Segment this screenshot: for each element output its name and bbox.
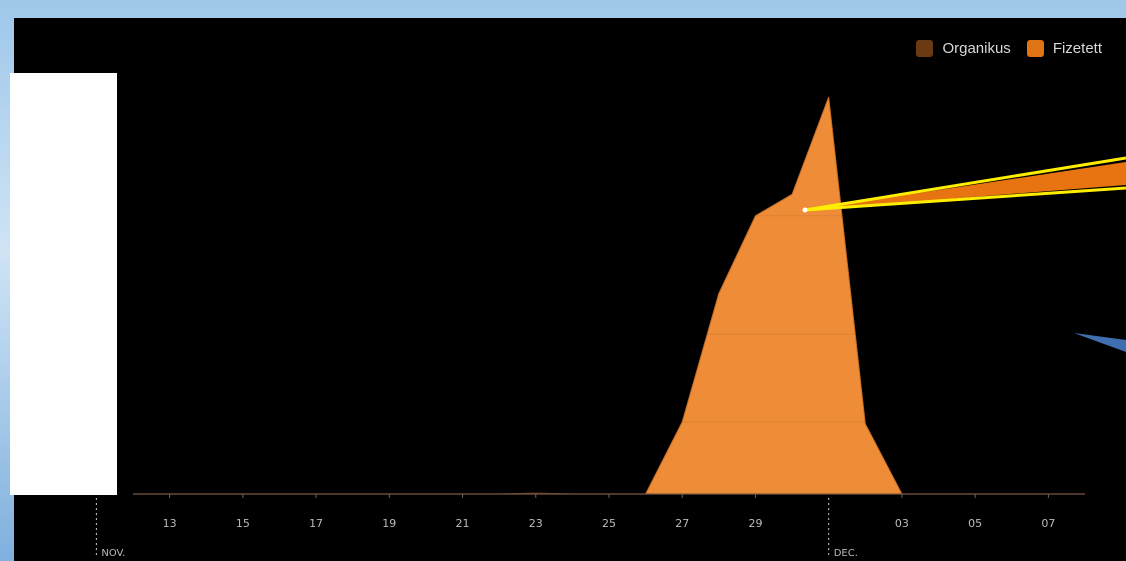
- legend-item-fizetett[interactable]: Fizetett: [1026, 40, 1102, 57]
- x-tick-label-07: 07: [1041, 517, 1055, 530]
- chart-legend: Organikus Fizetett: [900, 40, 1102, 57]
- legend-swatch-organikus: [916, 40, 934, 57]
- y-tick-label-0: 0: [1097, 448, 1112, 478]
- x-tick-label-13: 13: [163, 517, 177, 530]
- month-label-dec: DEC.: [834, 548, 858, 559]
- legend-swatch-fizetett: [1026, 40, 1044, 57]
- area-series-fizetett[interactable]: [133, 96, 1085, 495]
- x-tick-label-29: 29: [748, 517, 762, 530]
- y-tick-label-20k: 20k: [1070, 95, 1112, 125]
- x-tick-label-03: 03: [895, 517, 909, 530]
- chart-panel: [14, 18, 1126, 561]
- yellow-pointer-line-lower: [804, 186, 1126, 212]
- x-tick-label-27: 27: [675, 517, 689, 530]
- x-tick-label-25: 25: [602, 517, 616, 530]
- y-axis-label-panel: [10, 73, 117, 495]
- y-tick-label-5k: 5k: [1084, 358, 1112, 388]
- legend-label-organikus: Organikus: [942, 40, 1011, 57]
- blue-pointer-wedge: [1074, 333, 1126, 352]
- x-tick-label-23: 23: [529, 517, 543, 530]
- x-tick-label-19: 19: [382, 517, 396, 530]
- x-tick-label-05: 05: [968, 517, 982, 530]
- x-tick-label-17: 17: [309, 517, 323, 530]
- y-tick-label-10k: 10k: [1070, 270, 1112, 300]
- yellow-pointer-line-upper: [804, 156, 1126, 212]
- x-tick-label-21: 21: [456, 517, 470, 530]
- month-label-nov: NOV.: [101, 548, 125, 559]
- pointer-dot: [802, 207, 808, 213]
- legend-item-organikus[interactable]: Organikus: [916, 40, 1011, 57]
- x-tick-label-15: 15: [236, 517, 250, 530]
- legend-label-fizetett: Fizetett: [1052, 40, 1102, 57]
